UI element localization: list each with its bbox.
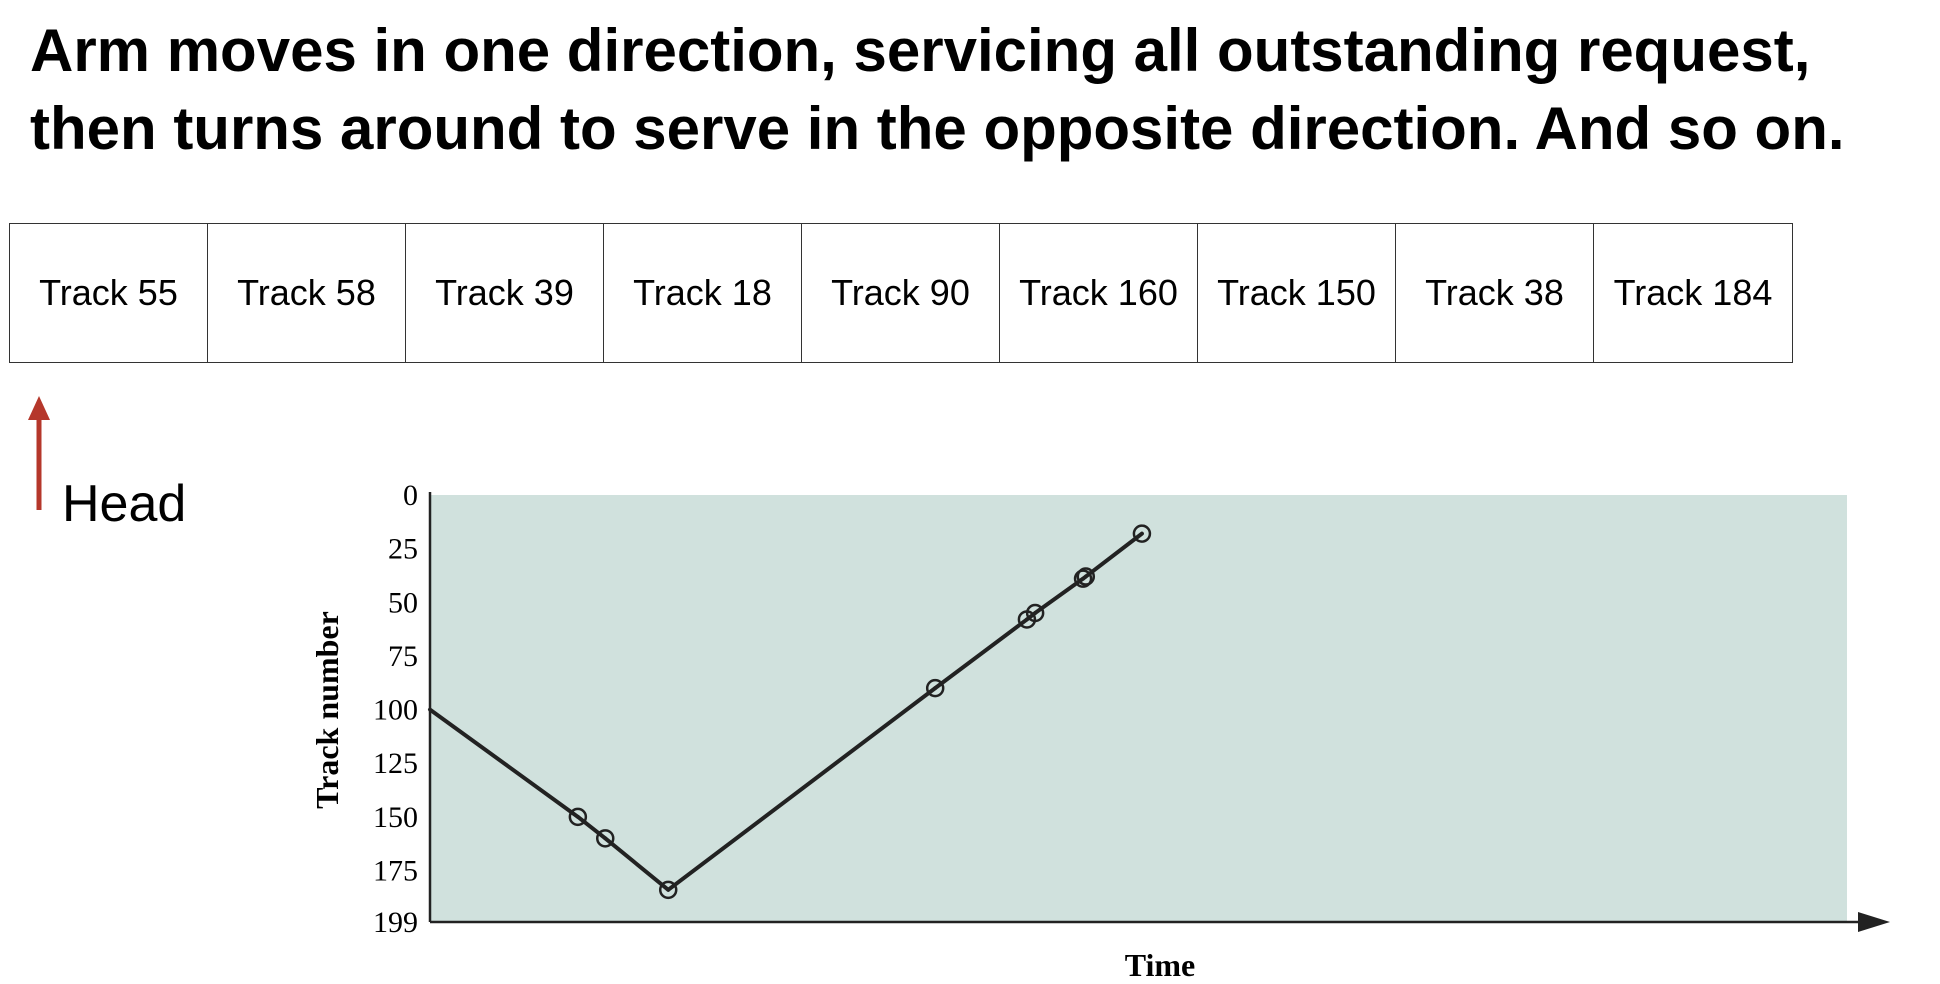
- y-tick-label: 75: [388, 640, 418, 673]
- title-line-2: then turns around to serve in the opposi…: [30, 95, 1845, 162]
- queue-cell: Track 39: [406, 224, 604, 362]
- series-segment: [1083, 531, 1144, 579]
- queue-cell: Track 184: [1613, 272, 1773, 313]
- y-tick-label: 150: [373, 801, 418, 834]
- queue-cell: Track 38: [1396, 224, 1594, 362]
- y-axis-title: Track number: [309, 611, 345, 809]
- series-segment: [666, 686, 938, 892]
- y-tick-label: 50: [388, 586, 418, 619]
- data-point-marker: [1132, 524, 1152, 543]
- series-segment: [603, 836, 671, 892]
- series-segment: [933, 617, 1029, 691]
- y-tick-label: 199: [373, 906, 418, 939]
- slide-title: Arm moves in one direction, servicing al…: [30, 12, 1930, 168]
- queue-cell: Track 150: [1198, 224, 1396, 362]
- plot-area: [430, 495, 1847, 922]
- queue-cell: Track 90: [802, 224, 1000, 362]
- title-line-1: Arm moves in one direction, servicing al…: [30, 17, 1811, 84]
- x-axis-title: Time: [1125, 947, 1196, 983]
- queue-cell: Track 18: [604, 224, 802, 362]
- series-segment: [575, 814, 608, 841]
- queue-cell: Track 58: [208, 224, 406, 362]
- head-label: Head: [62, 475, 187, 533]
- data-point-marker: [1076, 567, 1096, 586]
- queue-cell: Track 160: [1000, 224, 1198, 362]
- data-point-marker: [658, 880, 678, 900]
- queue-cell: Track 55: [10, 224, 208, 362]
- series-segment: [1033, 576, 1086, 616]
- y-tick-label: 175: [373, 855, 418, 888]
- x-axis-arrow-icon: [1858, 912, 1890, 932]
- data-point-marker: [1073, 569, 1093, 588]
- data-point-marker: [1025, 603, 1045, 623]
- request-queue: Track 55 Track 58 Track 39 Track 18 Trac…: [9, 223, 1793, 363]
- y-tick-label: 0: [403, 479, 418, 512]
- data-point-marker: [568, 807, 588, 827]
- y-tick-label: 100: [373, 694, 418, 727]
- series-segment: [428, 707, 580, 819]
- y-tick-label: 125: [373, 747, 418, 780]
- y-tick-label: 25: [388, 533, 418, 566]
- head-arrow-icon: [28, 396, 50, 510]
- data-point-marker: [925, 678, 945, 698]
- data-point-marker: [595, 829, 615, 848]
